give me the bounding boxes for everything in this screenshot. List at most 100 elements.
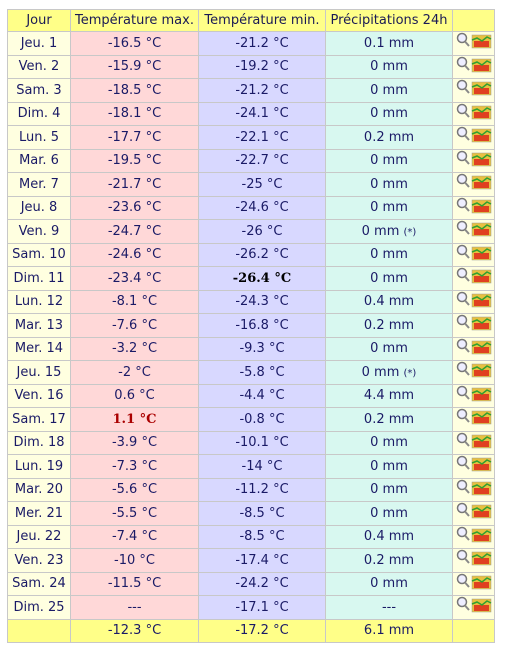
cell: -19.5 °C xyxy=(70,148,199,173)
cell: -24.6 °C xyxy=(70,242,199,267)
cell-text: -4.4 °C xyxy=(239,388,285,404)
icon-cell xyxy=(452,407,495,432)
cell-text: 0.6 °C xyxy=(114,388,155,404)
cell-text: 0 mm xyxy=(370,435,408,451)
cell-text: -8.1 °C xyxy=(111,294,158,310)
cell-text: Mar. 13 xyxy=(14,317,64,333)
cell: -18.1 °C xyxy=(70,101,199,126)
cell: Lun. 12 xyxy=(7,289,71,314)
cell: 0 mm (*) xyxy=(325,219,453,244)
chart-link[interactable] xyxy=(455,127,493,148)
cell-text: -17.4 °C xyxy=(235,552,289,568)
chart-link[interactable] xyxy=(455,291,493,313)
chart-link[interactable] xyxy=(455,385,493,407)
chart-link[interactable] xyxy=(455,409,493,430)
data-row: Jeu. 8 -23.6 °C -24.6 °C 0 mm xyxy=(7,195,495,220)
cell: Ven. 23 xyxy=(7,548,71,573)
cell-text: 0 mm xyxy=(370,200,408,216)
chart-link[interactable] xyxy=(455,244,493,266)
cell: Mar. 13 xyxy=(7,313,71,338)
cell-text: 0 mm xyxy=(361,364,400,380)
cell-text: -24.6 °C xyxy=(235,200,289,216)
icon-cell xyxy=(452,195,495,220)
data-row: Mer. 21 -5.5 °C -8.5 °C 0 mm xyxy=(7,501,495,526)
cell: Lun. 5 xyxy=(7,125,71,150)
cell-text: Sam. 17 xyxy=(12,411,66,427)
cell: -24.1 °C xyxy=(198,101,326,126)
chart-link[interactable] xyxy=(455,197,493,219)
cell: -7.4 °C xyxy=(70,524,199,549)
cell-text: Ven. 16 xyxy=(14,388,64,404)
cell: -15.9 °C xyxy=(70,54,199,79)
cell-text: -24.3 °C xyxy=(235,294,289,310)
chart-link[interactable] xyxy=(455,362,493,383)
cell: Sam. 24 xyxy=(7,571,71,596)
cell: -16.5 °C xyxy=(70,31,199,56)
cell: -21.2 °C xyxy=(198,31,326,56)
icon-cell xyxy=(452,336,495,361)
cell-text: Jeu. 8 xyxy=(20,200,58,216)
icon-cell xyxy=(452,289,495,314)
cell-text: Dim. 4 xyxy=(17,106,61,122)
chart-link[interactable] xyxy=(455,526,493,548)
chart-link[interactable] xyxy=(455,503,493,524)
cell: 0.1 mm xyxy=(325,31,453,56)
chart-link[interactable] xyxy=(455,268,493,289)
cell-text: 0.4 mm xyxy=(363,294,415,310)
cell-text: -24.6 °C xyxy=(107,247,162,263)
cell-text: -8.5 °C xyxy=(239,505,285,521)
cell-text: Mar. 20 xyxy=(14,482,64,498)
cell: Mer. 21 xyxy=(7,501,71,526)
cell-text: 0 mm xyxy=(370,482,408,498)
chart-link[interactable] xyxy=(455,338,493,360)
cell-text: Sam. 3 xyxy=(16,82,62,98)
cell-text: -19.2 °C xyxy=(235,59,289,75)
cell-text: -17.7 °C xyxy=(107,129,162,145)
cell: Mer. 14 xyxy=(7,336,71,361)
cell-text: -7.3 °C xyxy=(111,458,158,474)
cell: -5.5 °C xyxy=(70,501,199,526)
cell: -25 °C xyxy=(198,172,326,197)
cell: -11.5 °C xyxy=(70,571,199,596)
cell: 0 mm xyxy=(325,54,453,79)
cell: Jeu. 1 xyxy=(7,31,71,56)
column-header: Température max. xyxy=(70,9,199,32)
icon-cell xyxy=(452,548,495,573)
data-row: Mar. 6 -19.5 °C -22.7 °C 0 mm xyxy=(7,148,495,173)
cell-text: -18.1 °C xyxy=(107,106,162,122)
cell-text: -5.5 °C xyxy=(111,505,158,521)
cell: Dim. 25 xyxy=(7,595,71,620)
cell-text: 0 mm xyxy=(361,223,400,239)
cell: 0.2 mm xyxy=(325,313,453,338)
chart-link[interactable] xyxy=(455,33,493,54)
chart-link[interactable] xyxy=(455,174,493,195)
chart-link[interactable] xyxy=(455,479,493,501)
data-row: Ven. 2 -15.9 °C -19.2 °C 0 mm xyxy=(7,54,495,79)
cell-text: Jeu. 22 xyxy=(16,529,62,545)
cell: -21.2 °C xyxy=(198,78,326,103)
chart-link[interactable] xyxy=(455,56,493,78)
chart-link[interactable] xyxy=(455,150,493,172)
chart-link[interactable] xyxy=(455,456,493,477)
chart-link[interactable] xyxy=(455,432,493,454)
data-row: Dim. 11 -23.4 °C -26.4 °C 0 mm xyxy=(7,266,495,291)
cell-text: -22.1 °C xyxy=(235,129,289,145)
chart-link[interactable] xyxy=(455,80,493,101)
icon-cell xyxy=(452,125,495,150)
cell: -17.7 °C xyxy=(70,125,199,150)
cell: -26.4 °C xyxy=(198,266,326,291)
cell: 4.4 mm xyxy=(325,383,453,408)
chart-link[interactable] xyxy=(455,550,493,571)
cell-text: -8.5 °C xyxy=(239,529,285,545)
chart-link[interactable] xyxy=(455,573,493,595)
cell: Mar. 6 xyxy=(7,148,71,173)
chart-link[interactable] xyxy=(455,315,493,336)
cell: -22.1 °C xyxy=(198,125,326,150)
cell xyxy=(7,618,71,643)
cell-text: -10 °C xyxy=(114,552,155,568)
chart-link[interactable] xyxy=(455,221,493,242)
chart-link[interactable] xyxy=(455,103,493,125)
cell: -24.3 °C xyxy=(198,289,326,314)
data-row: Dim. 4 -18.1 °C -24.1 °C 0 mm xyxy=(7,101,495,126)
chart-link[interactable] xyxy=(455,597,493,618)
